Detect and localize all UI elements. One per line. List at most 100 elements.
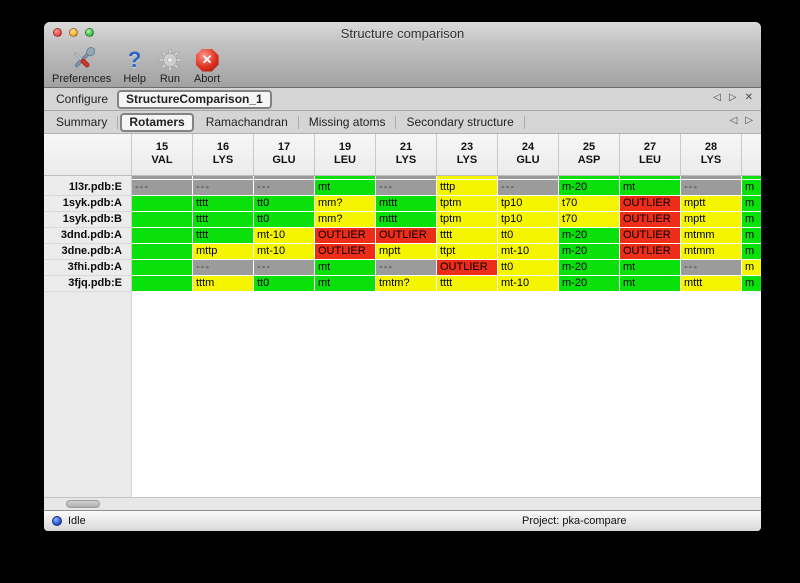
rotamer-cell[interactable]: mttp — [193, 244, 253, 259]
rotamer-cell[interactable]: tttt — [193, 196, 253, 211]
rotamer-cell[interactable]: mttt — [376, 196, 436, 211]
rotamer-cell[interactable]: --- — [376, 180, 436, 195]
rotamer-cell[interactable]: mm? — [315, 196, 375, 211]
column-header[interactable]: 19 LEU — [315, 134, 376, 175]
rotamer-cell[interactable]: tt0 — [498, 260, 558, 275]
rotamer-cell[interactable]: tt0 — [254, 276, 314, 291]
row-header[interactable]: 3fhi.pdb:A — [44, 260, 132, 276]
rotamer-cell[interactable]: tttt — [437, 228, 497, 243]
rotamer-cell[interactable]: --- — [254, 260, 314, 275]
rotamer-cell[interactable]: tmtm? — [376, 276, 436, 291]
rotamer-cell[interactable]: tttt — [193, 212, 253, 227]
column-header[interactable]: 21 LYS — [376, 134, 437, 175]
rotamer-cell[interactable]: OUTLIER — [315, 244, 375, 259]
rotamer-cell[interactable]: tttp — [437, 180, 497, 195]
rotamer-cell[interactable]: --- — [193, 260, 253, 275]
tab-secondary-structure[interactable]: Secondary structure — [396, 115, 525, 129]
tab-rotamers[interactable]: Rotamers — [120, 112, 194, 132]
preferences-button[interactable]: Preferences — [52, 47, 111, 85]
rotamer-cell[interactable]: t — [132, 244, 192, 259]
tabs-back-icon[interactable]: ◁ — [729, 115, 738, 126]
rotamer-cell[interactable]: mt — [315, 276, 375, 291]
rotamer-cell[interactable]: --- — [193, 180, 253, 195]
rotamer-cell[interactable]: OUTLIER — [620, 212, 680, 227]
tabs-forward-icon[interactable]: ▷ — [745, 115, 753, 126]
rotamer-cell[interactable]: OUTLIER — [620, 244, 680, 259]
rotamer-cell[interactable]: tt0 — [254, 196, 314, 211]
row-header[interactable]: 3dnd.pdb:A — [44, 228, 132, 244]
rotamer-cell[interactable]: m-20 — [559, 228, 619, 243]
rotamer-cell[interactable]: mt — [620, 276, 680, 291]
rotamer-cell[interactable]: mm? — [315, 212, 375, 227]
rotamer-cell[interactable]: mptt — [681, 212, 741, 227]
row-header[interactable]: 3fjq.pdb:E — [44, 276, 132, 292]
rotamer-cell[interactable]: m-20 — [559, 180, 619, 195]
title-bar[interactable]: Structure comparison — [44, 22, 761, 44]
column-header[interactable]: 16 LYS — [193, 134, 254, 175]
rotamer-cell[interactable]: mt — [620, 180, 680, 195]
rotamer-cell[interactable]: mt — [315, 260, 375, 275]
rotamer-cell[interactable]: OUTLIER — [620, 196, 680, 211]
rotamer-cell[interactable]: mt-10 — [498, 244, 558, 259]
rotamer-cell[interactable]: tttt — [193, 228, 253, 243]
rotamer-cell[interactable]: mtmm — [681, 228, 741, 243]
rotamer-cell[interactable]: tp10 — [498, 196, 558, 211]
rotamer-cell[interactable]: t — [132, 212, 192, 227]
nav-back-icon[interactable]: ◁ — [713, 92, 721, 103]
rotamer-cell[interactable]: tttm — [193, 276, 253, 291]
rotamer-cell[interactable]: t — [132, 228, 192, 243]
rotamer-cell[interactable]: OUTLIER — [376, 228, 436, 243]
run-button[interactable]: Run — [158, 47, 182, 85]
rotamer-cell[interactable]: OUTLIER — [437, 260, 497, 275]
rotamer-cell[interactable]: mtmm — [681, 244, 741, 259]
close-configuration-icon[interactable]: ✕ — [744, 92, 753, 103]
rotamer-cell[interactable]: ttpt — [437, 244, 497, 259]
row-header[interactable]: 1syk.pdb:A — [44, 196, 132, 212]
rotamer-cell[interactable]: m-20 — [559, 244, 619, 259]
help-button[interactable]: ? Help — [123, 47, 146, 86]
rotamer-cell[interactable]: t70 — [559, 212, 619, 227]
zoom-window-button[interactable] — [85, 28, 94, 37]
tab-missing-atoms[interactable]: Missing atoms — [299, 115, 397, 129]
rotamer-cell[interactable]: mt — [315, 180, 375, 195]
rotamer-cell[interactable]: OUTLIER — [315, 228, 375, 243]
rotamer-cell[interactable]: mt-10 — [254, 228, 314, 243]
horizontal-scrollbar[interactable] — [44, 497, 761, 510]
column-header[interactable]: 28 LYS — [681, 134, 742, 175]
row-header[interactable]: 1syk.pdb:B — [44, 212, 132, 228]
rotamer-cell[interactable]: tt0 — [498, 228, 558, 243]
column-header[interactable]: 27 LEU — [620, 134, 681, 175]
close-window-button[interactable] — [53, 28, 62, 37]
rotamer-cell[interactable]: --- — [498, 180, 558, 195]
row-header[interactable]: 1l3r.pdb:E — [44, 180, 132, 196]
rotamer-cell[interactable]: tttt — [437, 276, 497, 291]
scrollbar-thumb[interactable] — [66, 500, 100, 508]
rotamer-cell[interactable]: tptm — [437, 212, 497, 227]
rotamer-cell[interactable]: --- — [681, 180, 741, 195]
minimize-window-button[interactable] — [69, 28, 78, 37]
rotamer-cell[interactable]: mptt — [681, 196, 741, 211]
column-header[interactable]: 17 GLU — [254, 134, 315, 175]
column-header[interactable]: 24 GLU — [498, 134, 559, 175]
rotamer-cell[interactable]: --- — [132, 180, 192, 195]
rotamer-cell[interactable]: tptm — [437, 196, 497, 211]
nav-forward-icon[interactable]: ▷ — [728, 92, 737, 103]
rotamer-cell[interactable]: t — [132, 196, 192, 211]
rotamer-cell[interactable]: m-20 — [559, 276, 619, 291]
configuration-name-tab[interactable]: StructureComparison_1 — [117, 89, 272, 109]
rotamer-cell[interactable]: t — [132, 276, 192, 291]
column-header[interactable]: 15 VAL — [132, 134, 193, 175]
rotamer-cell[interactable]: m-20 — [559, 260, 619, 275]
column-header[interactable]: 25 ASP — [559, 134, 620, 175]
rotamer-cell[interactable]: mttt — [681, 276, 741, 291]
column-header[interactable]: 23 LYS — [437, 134, 498, 175]
rotamer-cell[interactable]: --- — [254, 180, 314, 195]
rotamer-cell[interactable]: tt0 — [254, 212, 314, 227]
rotamer-cell[interactable]: mptt — [376, 244, 436, 259]
rotamer-cell[interactable]: tp10 — [498, 212, 558, 227]
rotamer-cell[interactable]: mt-10 — [254, 244, 314, 259]
rotamer-cell[interactable]: mt — [620, 260, 680, 275]
rotamer-cell[interactable]: mttt — [376, 212, 436, 227]
rotamer-cell[interactable]: --- — [681, 260, 741, 275]
row-header[interactable]: 3dne.pdb:A — [44, 244, 132, 260]
